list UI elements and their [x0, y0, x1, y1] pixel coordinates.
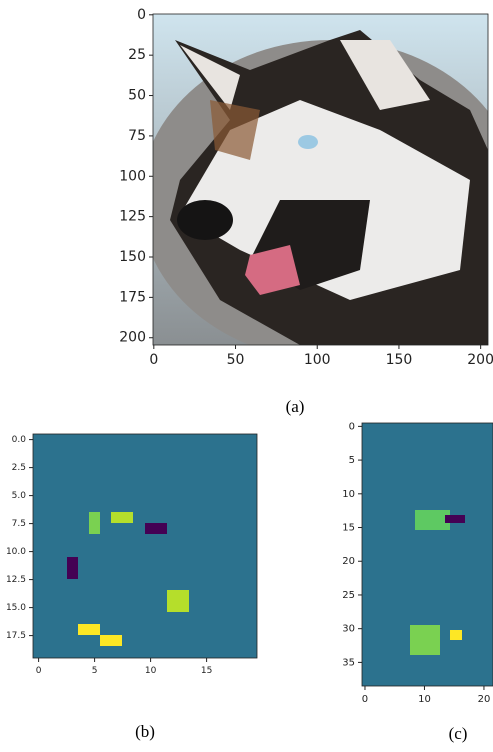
- y-tick-label: 10: [342, 489, 355, 500]
- dog-photo: [140, 14, 493, 360]
- x-tick-label: 5: [92, 666, 98, 676]
- x-tick-label: 200: [467, 352, 493, 368]
- y-tick-label: 0: [137, 7, 146, 23]
- y-tick-label: 150: [119, 249, 146, 265]
- y-tick-label: 25: [128, 47, 146, 63]
- y-tick-label: 15.0: [6, 603, 26, 613]
- y-tick-label: 12.5: [6, 575, 26, 585]
- caption: (a): [286, 397, 305, 416]
- y-tick-label: 2.5: [12, 463, 26, 473]
- y-tick-label: 35: [342, 657, 355, 668]
- caption: (b): [135, 722, 155, 741]
- x-tick-label: 15: [201, 666, 212, 676]
- x-tick-label: 20: [478, 694, 491, 705]
- y-tick-label: 7.5: [12, 519, 26, 529]
- y-tick-label: 15: [342, 523, 355, 534]
- activation-map-c: [362, 423, 493, 686]
- x-tick-label: 150: [386, 352, 413, 368]
- y-tick-label: 5.0: [12, 491, 27, 501]
- y-tick-label: 75: [128, 128, 146, 144]
- x-tick-label: 0: [36, 666, 42, 676]
- y-tick-label: 10.0: [6, 547, 26, 557]
- caption: (c): [449, 724, 468, 743]
- y-tick-label: 17.5: [6, 631, 26, 641]
- y-tick-label: 125: [119, 209, 146, 225]
- x-tick-label: 100: [304, 352, 331, 368]
- x-tick-label: 0: [362, 694, 368, 705]
- x-tick-label: 0: [149, 352, 158, 368]
- y-tick-label: 200: [119, 330, 146, 346]
- activation-map-b: [33, 434, 257, 658]
- x-tick-label: 50: [227, 352, 245, 368]
- x-tick-label: 10: [145, 666, 157, 676]
- y-tick-label: 5: [349, 455, 355, 466]
- y-tick-label: 0: [349, 421, 355, 432]
- y-tick-label: 100: [119, 168, 146, 184]
- y-tick-label: 20: [342, 556, 355, 567]
- y-tick-label: 175: [119, 289, 146, 305]
- y-tick-label: 0.0: [12, 435, 27, 445]
- x-tick-label: 10: [418, 694, 431, 705]
- y-tick-label: 25: [342, 590, 355, 601]
- y-tick-label: 50: [128, 88, 146, 104]
- y-tick-label: 30: [342, 624, 355, 635]
- figure: (a) (b) (c) 0255075100125150175200050100…: [0, 0, 493, 752]
